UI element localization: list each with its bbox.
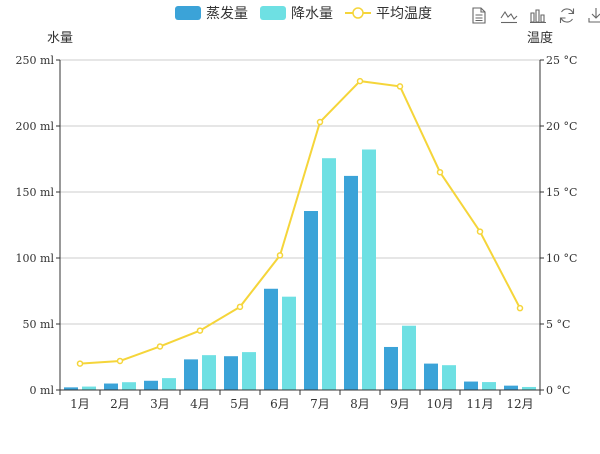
- y-left-tick-label: 50 ml: [23, 318, 55, 331]
- x-tick-label: 10月: [426, 397, 453, 411]
- bar-precipitation[interactable]: [442, 365, 456, 390]
- bar-evaporation[interactable]: [424, 363, 438, 390]
- bar-evaporation[interactable]: [504, 385, 518, 390]
- data-view-icon-lines: [475, 14, 483, 22]
- line-point-temperature[interactable]: [196, 327, 204, 334]
- legend-label: 平均温度: [376, 6, 432, 22]
- line-chart-icon-shape: [500, 10, 518, 20]
- x-tick-label: 1月: [70, 397, 90, 411]
- legend-swatch: [175, 6, 201, 20]
- legend-label: 蒸发量: [206, 6, 248, 22]
- bar-evaporation[interactable]: [464, 381, 478, 390]
- restore-icon-arrows: [559, 8, 575, 23]
- line-point-temperature[interactable]: [516, 304, 524, 312]
- line-point-temperature[interactable]: [476, 228, 484, 235]
- x-tick-label: 2月: [110, 397, 130, 411]
- y-right-tick-label: 20 °C: [546, 120, 577, 133]
- bar-precipitation[interactable]: [82, 386, 96, 390]
- bar-precipitation[interactable]: [362, 149, 376, 390]
- y-right-tick-label: 10 °C: [546, 252, 577, 265]
- line-point-temperature[interactable]: [236, 303, 244, 311]
- bar-precipitation[interactable]: [402, 325, 416, 390]
- toolbox: [472, 7, 600, 24]
- axes-group: 0 ml 50 ml 100 ml 150 ml 200 ml 250 ml 0 °C 5 °…: [16, 30, 578, 411]
- bar-evaporation[interactable]: [344, 175, 358, 390]
- y-left-tick-label: 0 ml: [30, 384, 55, 397]
- bar-evaporation[interactable]: [184, 359, 198, 390]
- legend-item[interactable]: 降水量: [260, 6, 333, 22]
- line-point-temperature[interactable]: [356, 77, 364, 85]
- bar-evaporation[interactable]: [224, 356, 238, 390]
- y-right-tick-label: 25 °C: [546, 54, 577, 67]
- bar-precipitation[interactable]: [482, 382, 496, 390]
- x-tick-label: 5月: [230, 397, 250, 411]
- x-tick-label: 7月: [310, 397, 330, 411]
- legend-item[interactable]: 蒸发量: [175, 6, 248, 22]
- line-series-group: [76, 77, 524, 367]
- x-tick-label: 8月: [350, 397, 370, 411]
- y-left-tick-label: 250 ml: [16, 54, 55, 67]
- bar-evaporation[interactable]: [304, 211, 318, 390]
- x-tick-label: 4月: [190, 397, 210, 411]
- bar-evaporation[interactable]: [264, 288, 278, 390]
- data-view-icon-shape: [472, 7, 486, 24]
- bar-evaporation[interactable]: [64, 387, 78, 390]
- line-chart-icon[interactable]: [500, 10, 518, 24]
- x-tick-label: 12月: [506, 397, 533, 411]
- bar-evaporation[interactable]: [384, 346, 398, 390]
- line-point-temperature[interactable]: [156, 343, 164, 350]
- y-left-tick-label: 100 ml: [16, 252, 55, 265]
- x-tick-label: 9月: [390, 397, 410, 411]
- bar-chart-icon[interactable]: [530, 9, 546, 24]
- line-point-temperature[interactable]: [436, 168, 444, 176]
- bar-precipitation[interactable]: [162, 378, 176, 390]
- bar-precipitation[interactable]: [242, 352, 256, 390]
- save-image-icon[interactable]: [588, 8, 600, 23]
- restore-icon[interactable]: [559, 8, 575, 24]
- save-image-icon-shape: [588, 8, 600, 23]
- y-left-tick-label: 150 ml: [16, 186, 55, 199]
- y-right-tick-label: 15 °C: [546, 186, 577, 199]
- legend-swatch-point: [352, 7, 364, 19]
- x-tick-label: 6月: [270, 397, 290, 411]
- y-left-tick-label: 200 ml: [16, 120, 55, 133]
- line-temperature: [79, 80, 521, 365]
- y-right-tick-label: 5 °C: [546, 318, 570, 331]
- restore-icon-arcs: [560, 8, 574, 23]
- y-right-tick-label: 0 °C: [546, 384, 570, 397]
- bar-precipitation[interactable]: [122, 382, 136, 390]
- bar-series-group: [64, 149, 536, 390]
- line-point-temperature[interactable]: [276, 252, 284, 259]
- line-point-temperature[interactable]: [76, 360, 84, 367]
- y-left-axis-title: 水量: [47, 31, 73, 46]
- line-point-temperature[interactable]: [316, 118, 324, 126]
- line-point-temperature[interactable]: [116, 357, 124, 365]
- bar-evaporation[interactable]: [144, 380, 158, 390]
- data-view-icon[interactable]: [472, 7, 486, 24]
- bar-chart-icon-shape: [530, 9, 546, 24]
- legend-label: 降水量: [291, 6, 333, 22]
- legend-item[interactable]: 平均温度: [345, 6, 432, 22]
- bar-precipitation[interactable]: [522, 386, 536, 390]
- y-right-axis-title: 温度: [527, 30, 553, 46]
- bar-precipitation[interactable]: [282, 296, 296, 390]
- legend-swatch: [260, 6, 286, 20]
- x-tick-label: 3月: [150, 397, 170, 411]
- legend: 蒸发量 降水量 平均温度: [175, 6, 432, 22]
- line-point-temperature[interactable]: [396, 83, 404, 90]
- bar-precipitation[interactable]: [202, 355, 216, 390]
- x-tick-label: 11月: [466, 397, 493, 411]
- bar-precipitation[interactable]: [322, 158, 336, 390]
- bar-evaporation[interactable]: [104, 383, 118, 390]
